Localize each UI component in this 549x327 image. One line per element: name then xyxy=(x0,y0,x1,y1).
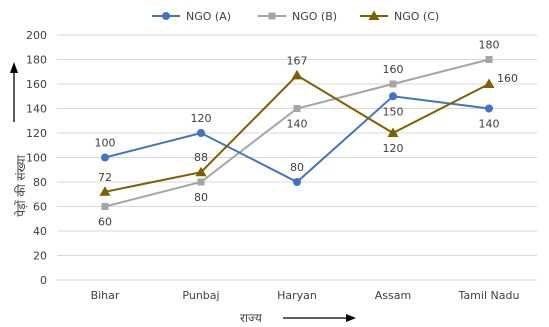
y-tick-label: 0 xyxy=(40,274,47,287)
x-axis-arrow-head xyxy=(346,314,356,322)
y-tick-label: 40 xyxy=(33,225,47,238)
legend-label: NGO (C) xyxy=(394,10,439,23)
data-point xyxy=(387,127,399,137)
series-lines xyxy=(99,56,495,210)
legend-marker xyxy=(162,12,170,20)
x-tick-label: Haryan xyxy=(277,289,317,302)
data-label: 100 xyxy=(95,137,116,150)
y-tick-label: 180 xyxy=(26,54,47,67)
x-axis-ticks: Bihar Punbaj Haryan Assam Tamil Nadu xyxy=(91,289,520,302)
data-label: 150 xyxy=(383,105,404,118)
data-label: 88 xyxy=(194,151,208,164)
data-label: 140 xyxy=(287,118,308,131)
y-axis-arrow-head xyxy=(10,62,18,73)
data-point xyxy=(101,153,109,162)
y-tick-label: 100 xyxy=(26,152,47,165)
x-tick-label: Tamil Nadu xyxy=(458,289,520,302)
data-label: 160 xyxy=(497,72,518,85)
x-tick-label: Bihar xyxy=(91,289,120,302)
legend-marker xyxy=(268,12,276,20)
data-label: 120 xyxy=(383,142,404,155)
y-tick-label: 160 xyxy=(26,78,47,91)
series-0 xyxy=(101,92,493,186)
series-line xyxy=(104,74,490,193)
x-axis-title-group: राज्य xyxy=(240,311,356,325)
data-labels: 100 120 80 150 140 60 80 140 160 180 72 88 167 120 160 xyxy=(95,39,519,229)
data-label: 140 xyxy=(479,118,500,131)
y-tick-label: 80 xyxy=(33,176,47,189)
data-point xyxy=(485,56,493,63)
y-axis-ticks: 0 20 40 60 80 100 120 140 160 180 200 xyxy=(26,29,47,287)
y-axis-title: पेड़ों की संख्या xyxy=(14,154,28,216)
data-point xyxy=(293,105,301,112)
data-point xyxy=(389,92,397,101)
y-tick-label: 20 xyxy=(33,250,47,263)
data-point xyxy=(291,69,303,80)
data-point xyxy=(99,186,111,196)
data-label: 160 xyxy=(383,63,404,76)
data-point xyxy=(389,80,397,88)
data-point xyxy=(485,104,493,113)
data-label: 167 xyxy=(287,54,308,67)
data-label: 80 xyxy=(194,191,208,204)
y-tick-label: 60 xyxy=(33,201,47,214)
legend-item: NGO (A) xyxy=(152,10,231,23)
legend-label: NGO (B) xyxy=(292,10,337,23)
data-label: 80 xyxy=(290,161,304,174)
x-tick-label: Punbaj xyxy=(182,289,219,302)
data-point xyxy=(483,78,495,88)
data-label: 60 xyxy=(98,216,112,229)
y-tick-label: 200 xyxy=(26,29,47,42)
data-point xyxy=(101,203,109,210)
x-tick-label: Assam xyxy=(375,289,411,302)
legend-label: NGO (A) xyxy=(186,10,231,23)
legend-item: NGO (C) xyxy=(360,10,439,23)
data-point xyxy=(195,166,207,177)
series-1 xyxy=(101,56,493,210)
x-axis-title: राज्य xyxy=(240,311,263,325)
data-label: 120 xyxy=(191,112,212,125)
legend-item: NGO (B) xyxy=(258,10,337,23)
series-2 xyxy=(99,69,495,196)
data-point xyxy=(197,129,205,137)
data-label: 72 xyxy=(98,171,112,184)
y-axis-title-group: पेड़ों की संख्या xyxy=(10,62,28,217)
data-point xyxy=(197,178,205,186)
y-tick-label: 120 xyxy=(26,127,47,140)
data-point xyxy=(293,178,301,186)
y-tick-label: 140 xyxy=(26,103,47,116)
data-label: 180 xyxy=(479,39,500,52)
legend-marker xyxy=(368,10,380,20)
legend: NGO (A) NGO (B) NGO (C) xyxy=(152,10,439,23)
